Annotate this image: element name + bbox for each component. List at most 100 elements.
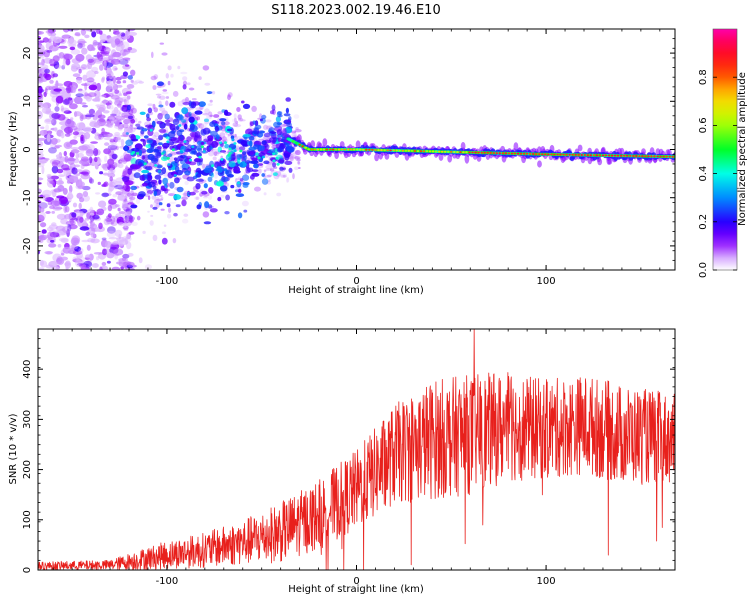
spectrogram-cell xyxy=(147,147,155,152)
spectrogram-cell xyxy=(131,198,135,201)
spectrogram-cell xyxy=(54,106,60,112)
spectrogram-cell xyxy=(237,181,241,185)
spectrogram-cell xyxy=(128,31,138,36)
spectrogram-cell xyxy=(167,65,172,71)
spectrogram-cell xyxy=(597,158,603,166)
spectrogram-cell xyxy=(54,64,62,69)
spectrogram-cell xyxy=(261,173,266,177)
spectrogram-cell xyxy=(150,204,153,208)
snr-ytick-label: 400 xyxy=(22,360,33,379)
spectrogram-ytick-label: 20 xyxy=(22,47,33,60)
spectrogram-cell xyxy=(211,164,215,168)
spectrogram-cell xyxy=(64,262,71,266)
spectrogram-cell xyxy=(136,152,140,155)
spectrogram-cell xyxy=(107,144,118,151)
spectrogram-cell xyxy=(82,195,90,202)
spectrogram-cell xyxy=(157,95,161,99)
spectrogram-cell xyxy=(38,188,42,194)
spectrogram-cell xyxy=(259,118,263,122)
spectrogram-cell xyxy=(241,100,245,104)
spectrogram-cell xyxy=(158,104,164,108)
spectrogram-cell xyxy=(265,168,272,171)
spectrogram-cell xyxy=(537,160,542,168)
spectrogram-cell xyxy=(228,151,232,155)
spectrogram-cell xyxy=(223,121,230,125)
spectrogram-cell xyxy=(208,187,214,194)
spectrogram-cell xyxy=(66,142,71,148)
spectrogram-cell xyxy=(75,173,81,177)
spectrogram-cell xyxy=(82,104,88,108)
spectrogram-cell xyxy=(251,169,259,173)
spectrogram-cell xyxy=(162,150,166,154)
spectrogram-cell xyxy=(89,214,95,222)
spectrogram-cell xyxy=(106,120,112,124)
spectrogram-cell xyxy=(233,149,237,153)
spectrogram-cell xyxy=(196,123,202,126)
spectrogram-cell xyxy=(656,155,659,158)
spectrogram-cell xyxy=(80,156,89,162)
spectrogram-cell xyxy=(180,99,188,102)
spectrogram-cell xyxy=(64,213,73,220)
spectrogram-cell xyxy=(38,137,47,141)
spectrogram-cell xyxy=(298,143,301,146)
spectrogram-cell xyxy=(108,70,114,80)
spectrogram-cell xyxy=(40,126,45,130)
spectrogram-cell xyxy=(158,142,163,146)
spectrogram-cell xyxy=(116,137,122,143)
spectrogram-cell xyxy=(105,248,110,254)
colorbar-tick-label: 0.0 xyxy=(698,262,709,278)
spectrogram-cell xyxy=(155,202,160,208)
spectrogram-cell xyxy=(233,166,241,173)
spectrogram-cell xyxy=(56,213,67,220)
spectrogram-cell xyxy=(641,155,644,158)
spectrogram-cell xyxy=(221,121,226,126)
spectrogram-cell xyxy=(89,212,95,216)
spectrogram-cell xyxy=(93,122,102,128)
colorbar: 0.0 0.2 0.4 0.6 0.8 Normalized spectral ampl… xyxy=(698,28,748,278)
spectrogram-cell xyxy=(580,154,583,156)
spectrogram-cell xyxy=(130,107,137,114)
spectrogram-cell xyxy=(88,84,98,91)
spectrogram-cell xyxy=(235,136,243,139)
spectrogram-cell xyxy=(220,155,223,159)
spectrogram-cell xyxy=(152,189,159,192)
spectrogram-cell xyxy=(242,174,250,181)
spectrogram-cell xyxy=(152,103,156,110)
spectrogram-cell xyxy=(288,116,292,121)
spectrogram-cell xyxy=(50,200,61,207)
spectrogram-cell xyxy=(103,217,111,226)
spectrogram-cell xyxy=(607,157,613,165)
spectrogram-cell xyxy=(106,230,116,238)
spectrogram-cell xyxy=(272,152,276,156)
colorbar-tick-label: 0.8 xyxy=(698,69,709,85)
spectrogram-cell xyxy=(39,211,46,220)
spectrogram-cell xyxy=(106,122,114,128)
spectrogram-cell xyxy=(76,77,82,84)
spectrogram-cell xyxy=(98,107,105,112)
spectrogram-cell xyxy=(122,225,129,230)
spectrogram-cell xyxy=(113,284,117,290)
spectrogram-cell xyxy=(374,149,377,151)
snr-ytick-label: 200 xyxy=(22,460,33,479)
spectrogram-cell xyxy=(238,146,246,151)
spectrogram-cell xyxy=(334,148,338,151)
spectrogram-cell xyxy=(127,75,133,80)
spectrogram-cell xyxy=(113,217,121,220)
spectrogram-cell xyxy=(110,95,120,100)
spectrogram-cell xyxy=(146,139,153,144)
spectrogram-cell xyxy=(290,153,297,159)
spectrogram-cell xyxy=(208,150,215,157)
spectrogram-cell xyxy=(153,190,158,197)
spectrogram-cell xyxy=(60,132,65,139)
spectrogram-cell xyxy=(61,34,71,39)
spectrogram-cell xyxy=(195,173,202,178)
spectrogram-cell xyxy=(291,132,297,138)
spectrogram-cell xyxy=(38,177,44,181)
spectrogram-cell xyxy=(62,98,70,105)
spectrogram-cell xyxy=(550,153,553,156)
spectrogram-cell xyxy=(352,148,356,151)
spectrogram-cell xyxy=(177,65,181,70)
spectrogram-cell xyxy=(112,51,122,58)
spectrogram-cell xyxy=(163,224,167,227)
